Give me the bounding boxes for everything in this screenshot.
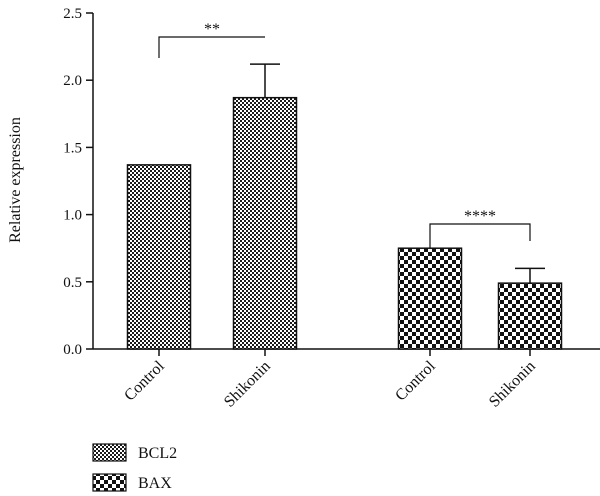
x-tick-label: Shikonin [221,358,274,411]
bar-bcl2-control [126,164,192,350]
significance-label: **** [464,208,496,225]
x-tick-label: Control [121,357,168,404]
legend-swatch-bax [92,473,127,492]
x-axis: Control Shikonin Control Shikonin [93,348,600,411]
y-tick-label: 1.5 [63,140,82,156]
y-tick-label: 0.0 [63,342,82,358]
x-tick-label: Shikonin [486,358,539,411]
bar-bax-shikonin [497,282,563,350]
legend: BCL2 BAX [92,443,177,492]
legend-label-bax: BAX [138,475,172,492]
legend-label-bcl2: BCL2 [138,445,177,462]
y-axis: 0.0 0.5 1.0 1.5 2.0 2.5 [63,6,94,358]
significance-bracket [158,36,265,58]
y-tick-label: 2.5 [63,6,82,22]
y-tick-label: 0.5 [63,275,82,291]
legend-swatch-bcl2 [92,443,127,462]
y-tick-label: 2.0 [63,73,82,89]
bar-bcl2-shikonin [232,96,298,350]
y-axis-title: Relative expression [7,117,24,243]
y-tick-label: 1.0 [63,208,82,224]
significance-label: ** [204,21,220,38]
significance-layer: ****** [158,21,531,248]
bar-bax-control [397,247,463,350]
bars-layer [126,63,563,350]
significance-bracket [429,223,531,248]
x-tick-label: Control [392,357,439,404]
